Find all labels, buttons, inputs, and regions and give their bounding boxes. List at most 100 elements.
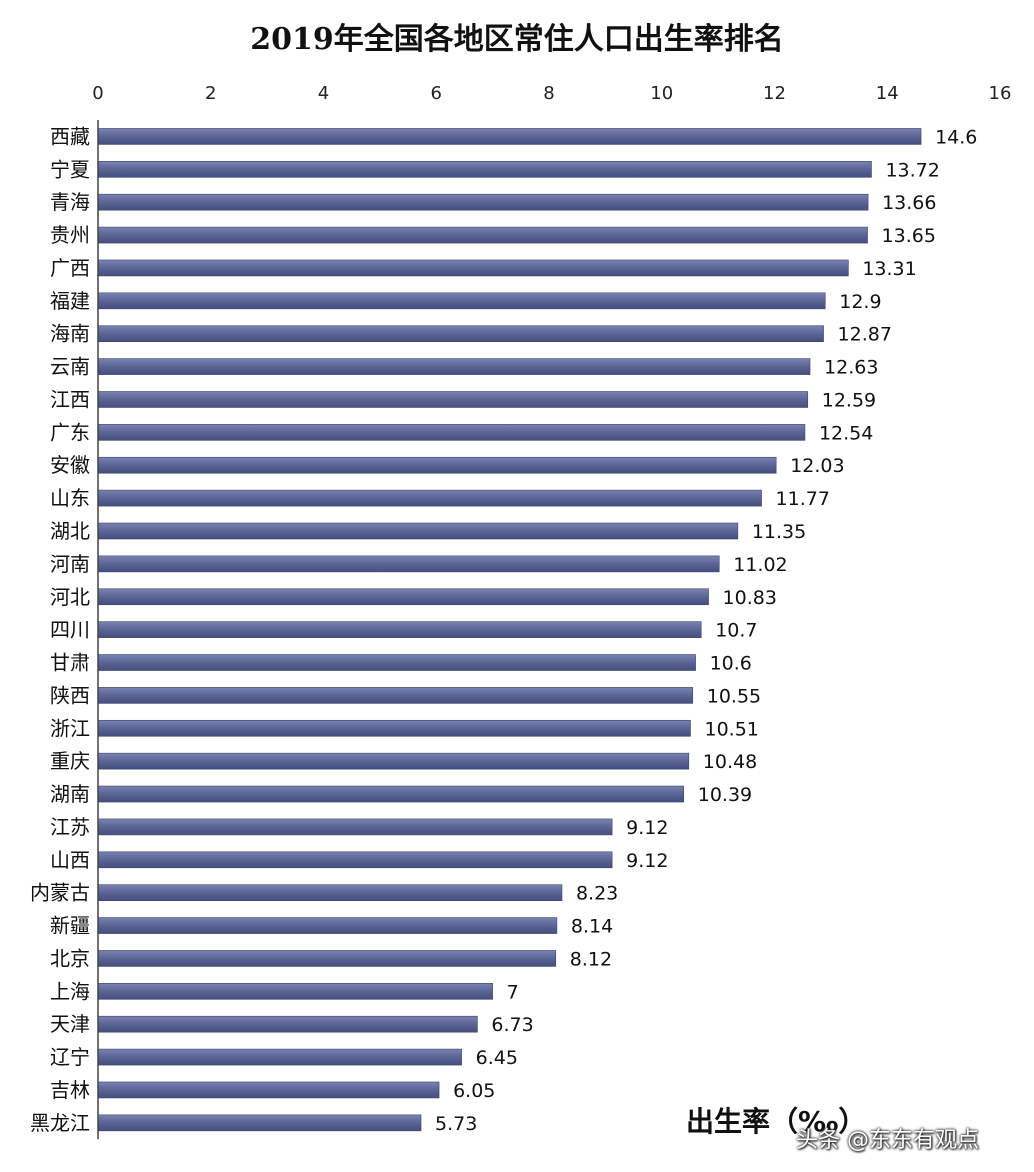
bar-14 [97,588,709,606]
category-label-27: 天津 [50,1012,90,1036]
bar-2 [97,193,869,211]
value-label-22: 9.12 [626,850,668,872]
value-label-30: 5.73 [435,1113,477,1135]
value-label-4: 13.31 [862,258,916,280]
bar-3 [97,226,868,244]
category-label-24: 新疆 [50,914,90,938]
bar-28 [97,1048,462,1066]
value-label-15: 10.7 [715,620,757,642]
bar-1 [97,161,872,178]
value-label-7: 12.63 [824,357,878,379]
category-label-3: 贵州 [50,223,90,247]
bar-22 [97,851,613,869]
value-label-11: 11.77 [776,488,830,510]
x-tick-label-7: 14 [876,83,899,104]
bar-23 [97,884,563,901]
watermark: 头条 @东东有观点 [796,1128,979,1153]
x-axis-unit-label: 出生率（‰） [686,1105,867,1138]
x-tick-label-8: 16 [989,83,1012,104]
value-label-14: 10.83 [723,587,777,609]
bar-30 [97,1114,422,1132]
category-label-1: 宁夏 [50,157,90,181]
category-label-20: 湖南 [50,782,90,806]
category-label-12: 湖北 [50,519,90,543]
bar-10 [97,456,777,474]
value-label-27: 6.73 [491,1014,533,1036]
x-tick-label-5: 10 [650,83,673,104]
x-tick-label-6: 12 [763,83,786,104]
category-label-28: 辽宁 [50,1045,90,1069]
value-label-29: 6.05 [453,1080,495,1102]
x-tick-label-2: 4 [318,83,329,104]
value-label-28: 6.45 [476,1047,518,1069]
category-label-11: 山东 [50,486,90,510]
value-label-8: 12.59 [822,389,876,411]
category-label-29: 吉林 [50,1078,90,1102]
value-label-3: 13.65 [882,225,936,247]
value-label-19: 10.48 [703,751,757,773]
bar-25 [97,950,557,967]
category-label-0: 西藏 [50,124,90,148]
category-label-5: 福建 [50,289,90,313]
category-label-13: 河南 [50,552,90,576]
category-label-15: 四川 [50,618,90,642]
chart-title: 2019年全国各地区常住人口出生率排名 [250,22,784,57]
bar-0 [97,128,922,145]
bar-19 [97,752,690,770]
bar-4 [97,259,849,277]
bar-8 [97,391,809,408]
bar-9 [97,424,806,441]
category-label-25: 北京 [50,946,90,970]
value-label-9: 12.54 [819,422,873,444]
category-label-18: 浙江 [50,716,90,740]
category-label-14: 河北 [50,585,90,609]
x-tick-label-1: 2 [205,83,216,104]
x-tick-label-4: 8 [543,83,554,104]
value-label-21: 9.12 [626,817,668,839]
bar-16 [97,654,696,671]
value-label-10: 12.03 [790,455,844,477]
value-label-6: 12.87 [838,324,892,346]
value-label-23: 8.23 [576,883,618,905]
bar-12 [97,522,739,540]
category-label-21: 江苏 [50,815,90,839]
category-label-4: 广西 [50,256,90,280]
bar-18 [97,719,691,737]
value-label-2: 13.66 [882,192,936,214]
category-label-26: 上海 [50,979,90,1003]
value-label-16: 10.6 [710,653,752,675]
bar-20 [97,785,685,803]
category-label-19: 重庆 [50,749,90,773]
category-label-9: 广东 [50,420,90,444]
bar-26 [97,983,493,1000]
category-label-2: 青海 [50,190,90,214]
bar-11 [97,489,762,507]
category-label-23: 内蒙古 [30,881,90,905]
bar-17 [97,687,694,704]
value-label-24: 8.14 [571,916,613,938]
x-tick-label-3: 6 [431,83,442,104]
value-label-1: 13.72 [885,159,939,181]
value-label-5: 12.9 [839,291,881,313]
bar-27 [97,1015,478,1033]
value-label-25: 8.12 [570,948,612,970]
value-labels: 14.6 13.72 13.66 13.65 13.31 12.9 12.87 12.63 12… [435,126,977,1134]
category-label-22: 山西 [50,848,90,872]
bar-13 [97,555,720,573]
bar-5 [97,292,826,310]
value-label-13: 11.02 [733,554,787,576]
category-label-30: 黑龙江 [30,1111,90,1135]
value-label-18: 10.51 [705,718,759,740]
bar-21 [97,818,613,836]
bar-6 [97,325,824,343]
x-tick-label-0: 0 [92,83,103,104]
value-label-0: 14.6 [935,126,977,148]
bar-29 [97,1081,440,1099]
category-label-6: 海南 [50,322,90,346]
bar-7 [97,358,811,375]
x-axis-ticks: 0 2 4 6 8 10 12 14 16 [92,83,1011,104]
bar-15 [97,621,702,638]
value-label-20: 10.39 [698,784,752,806]
value-label-26: 7 [507,981,519,1003]
